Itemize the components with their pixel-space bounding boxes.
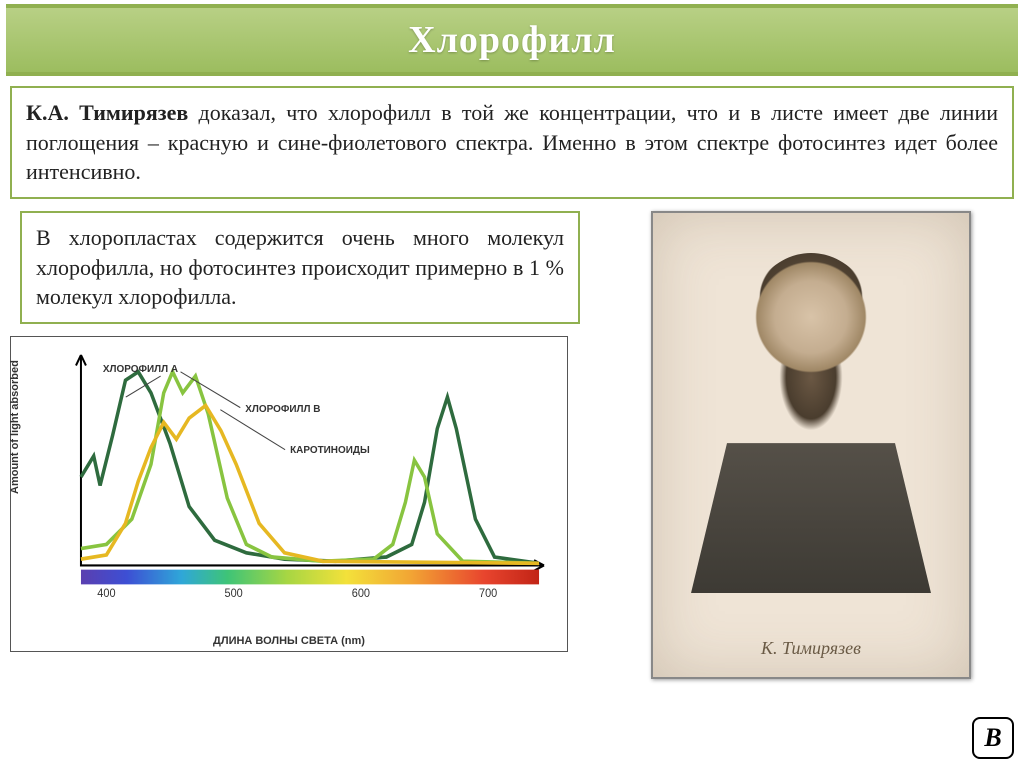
chart-svg: 400 500 600 700 ХЛОРОФИЛЛ А ХЛОРОФИЛЛ В КАР… [71, 355, 549, 597]
brand-logo: B [972, 717, 1014, 759]
logo-text: B [984, 723, 1001, 753]
xtick-700: 700 [479, 588, 497, 600]
para1-author: К.А. Тимирязев [26, 100, 188, 125]
chart-xlabel: ДЛИНА ВОЛНЫ СВЕТА (nm) [11, 635, 567, 647]
spectrum-bar [81, 570, 539, 585]
chart-ylabel: Amount of light absorbed [9, 360, 21, 494]
portrait-timiryazev: К. Тимирязев [651, 211, 971, 679]
callout-line-b [181, 372, 241, 408]
curves-group [81, 372, 539, 563]
callout-carotenoids: КАРОТИНОИДЫ [290, 445, 370, 456]
callout-line-c [220, 410, 285, 450]
absorption-chart: Amount of light absorbed 400 500 600 700 [10, 336, 568, 652]
paragraph-2: В хлоропластах содержится очень много мо… [20, 211, 580, 324]
xtick-600: 600 [352, 588, 370, 600]
chart-plot-area: 400 500 600 700 ХЛОРОФИЛЛ А ХЛОРОФИЛЛ В КАР… [71, 355, 549, 597]
title-bar: Хлорофилл [6, 4, 1018, 76]
portrait-signature: К. Тимирязев [761, 638, 861, 659]
xtick-400: 400 [97, 588, 115, 600]
curve-carotenoids [81, 406, 539, 564]
portrait-shoulders [691, 443, 931, 593]
callout-chlorophyll-a: ХЛОРОФИЛЛ А [103, 364, 179, 375]
portrait-head [736, 253, 886, 453]
para2-text: В хлоропластах содержится очень много мо… [36, 225, 564, 309]
xtick-500: 500 [225, 588, 243, 600]
page-title: Хлорофилл [408, 18, 616, 62]
paragraph-1: К.А. Тимирязев доказал, что хлорофилл в … [10, 86, 1014, 199]
xtick-group: 400 500 600 700 [97, 588, 497, 600]
curve-chlorophyll_b [81, 372, 539, 563]
callout-chlorophyll-b: ХЛОРОФИЛЛ В [245, 404, 320, 415]
